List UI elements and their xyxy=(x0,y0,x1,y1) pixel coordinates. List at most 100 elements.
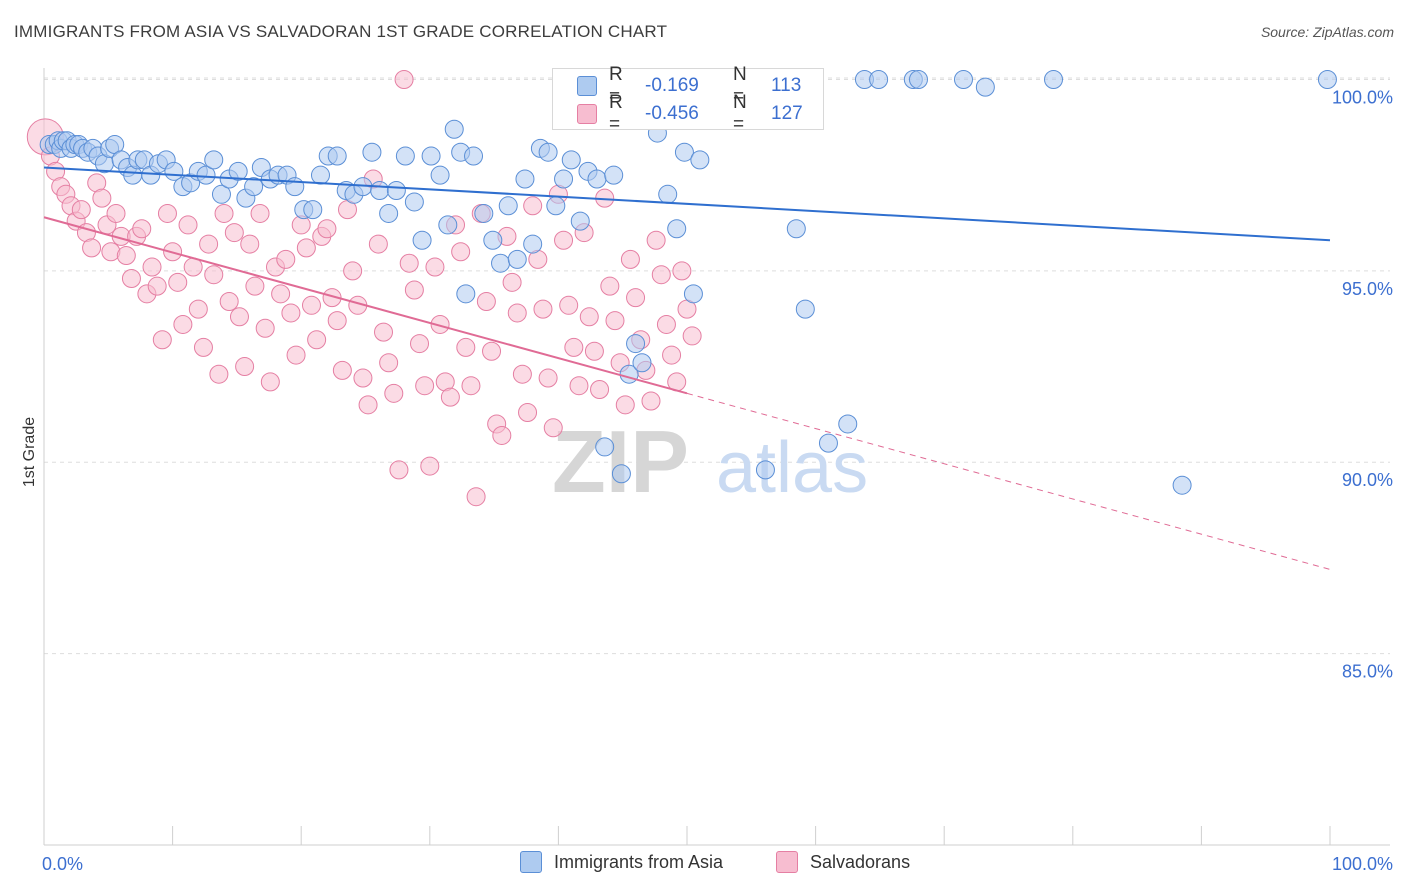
point-salvadoran xyxy=(626,288,646,308)
y-tick-label: 95.0% xyxy=(1342,279,1393,299)
point-asia xyxy=(507,249,527,269)
point-salvadoran xyxy=(199,234,219,254)
point-salvadoran xyxy=(425,257,445,277)
point-salvadoran xyxy=(142,257,162,277)
point-asia xyxy=(1317,69,1337,89)
point-salvadoran xyxy=(173,314,193,334)
point-salvadoran xyxy=(116,246,136,266)
point-salvadoran xyxy=(121,269,141,289)
point-salvadoran xyxy=(132,219,152,239)
legend-swatch-salvadoran xyxy=(776,851,798,873)
point-asia xyxy=(626,334,646,354)
point-salvadoran xyxy=(245,276,265,296)
point-asia xyxy=(370,180,390,200)
point-asia xyxy=(587,169,607,189)
point-salvadoran xyxy=(235,357,255,377)
watermark-zip: ZIP xyxy=(552,412,689,511)
point-asia xyxy=(211,184,231,204)
point-salvadoran xyxy=(286,345,306,365)
point-asia xyxy=(430,165,450,185)
point-asia xyxy=(444,119,464,139)
point-salvadoran xyxy=(327,311,347,331)
point-asia xyxy=(395,146,415,166)
point-salvadoran xyxy=(440,387,460,407)
point-salvadoran xyxy=(590,380,610,400)
point-asia xyxy=(386,180,406,200)
trend-line-salvadoran-extension xyxy=(686,392,1331,570)
point-salvadoran xyxy=(538,368,558,388)
point-asia xyxy=(538,142,558,162)
legend-item-salvadoran: Salvadorans xyxy=(776,851,910,873)
point-salvadoran xyxy=(353,368,373,388)
point-salvadoran xyxy=(600,276,620,296)
point-salvadoran xyxy=(301,295,321,315)
point-asia xyxy=(795,299,815,319)
point-salvadoran xyxy=(92,188,112,208)
point-asia xyxy=(310,165,330,185)
point-asia xyxy=(327,146,347,166)
trend-lines xyxy=(43,166,1331,570)
point-asia xyxy=(611,464,631,484)
point-salvadoran xyxy=(415,376,435,396)
legend-item-asia: Immigrants from Asia xyxy=(520,851,723,873)
stats-swatch-blue xyxy=(577,76,597,96)
point-salvadoran xyxy=(332,360,352,380)
point-asia xyxy=(604,165,624,185)
point-asia xyxy=(515,169,535,189)
point-asia xyxy=(818,433,838,453)
point-salvadoran xyxy=(482,341,502,361)
point-salvadoran xyxy=(605,311,625,331)
point-salvadoran xyxy=(358,395,378,415)
point-salvadoran xyxy=(615,395,635,415)
point-asia xyxy=(362,142,382,162)
point-asia xyxy=(975,77,995,97)
point-salvadoran xyxy=(317,219,337,239)
point-asia xyxy=(658,184,678,204)
legend-label-asia: Immigrants from Asia xyxy=(554,851,724,872)
point-salvadoran xyxy=(307,330,327,350)
point-salvadoran xyxy=(579,307,599,327)
point-salvadoran xyxy=(394,69,414,89)
point-salvadoran xyxy=(502,272,522,292)
point-salvadoran xyxy=(533,299,553,319)
point-salvadoran xyxy=(255,318,275,338)
point-salvadoran xyxy=(420,456,440,476)
point-asia xyxy=(464,146,484,166)
bottom-legend: Immigrants from Asia Salvadorans xyxy=(0,851,1406,877)
point-salvadoran xyxy=(399,253,419,273)
point-salvadoran xyxy=(554,230,574,250)
legend-label-salvadoran: Salvadorans xyxy=(810,851,911,872)
trend-line-asia xyxy=(43,166,1331,242)
point-salvadoran xyxy=(646,230,666,250)
point-salvadoran xyxy=(620,249,640,269)
point-salvadoran xyxy=(404,280,424,300)
point-salvadoran xyxy=(188,299,208,319)
point-salvadoran xyxy=(564,337,584,357)
x-tick-label: 100.0% xyxy=(1332,854,1393,874)
point-salvadoran xyxy=(219,291,239,311)
point-asia xyxy=(908,69,928,89)
point-salvadoran xyxy=(461,376,481,396)
point-salvadoran xyxy=(152,330,172,350)
point-salvadoran xyxy=(82,238,102,258)
point-salvadoran xyxy=(492,425,512,445)
source-label: Source: ZipAtlas.com xyxy=(1260,24,1394,40)
point-salvadoran xyxy=(368,234,388,254)
point-salvadoran xyxy=(296,238,316,258)
point-asia xyxy=(838,414,858,434)
point-salvadoran xyxy=(157,203,177,223)
point-salvadoran xyxy=(389,460,409,480)
point-salvadoran xyxy=(193,337,213,357)
y-tick-label: 90.0% xyxy=(1342,470,1393,490)
point-salvadoran xyxy=(168,272,188,292)
tick-labels: 85.0% 90.0% 95.0% 100.0% 0.0% 100.0% xyxy=(42,87,1393,874)
stats-n-value-pink: 127 xyxy=(771,103,803,124)
point-asia xyxy=(570,211,590,231)
point-salvadoran xyxy=(260,372,280,392)
point-salvadoran xyxy=(466,487,486,507)
point-salvadoran xyxy=(250,203,270,223)
y-tick-label: 100.0% xyxy=(1332,87,1393,107)
axes xyxy=(43,68,1390,846)
y-axis-label: 1st Grade xyxy=(21,417,38,487)
